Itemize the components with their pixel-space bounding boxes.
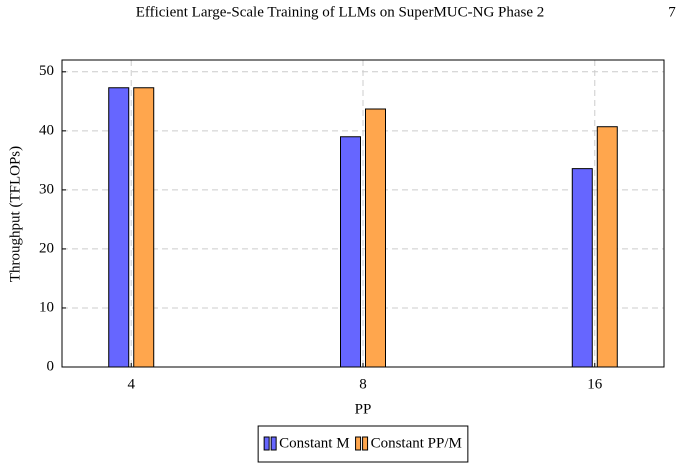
bar xyxy=(365,108,386,368)
legend-item: Constant PP/M xyxy=(355,435,462,451)
legend-swatch xyxy=(362,436,369,451)
legend-item: Constant M xyxy=(263,435,350,451)
legend-swatch xyxy=(270,436,277,451)
y-tick-label: 10 xyxy=(39,299,54,315)
bar xyxy=(133,87,155,368)
legend-swatch xyxy=(355,436,362,451)
bar xyxy=(340,136,361,368)
page-number: 7 xyxy=(668,4,676,20)
bar xyxy=(596,126,618,368)
plot-frame xyxy=(61,59,665,368)
y-tick-label: 0 xyxy=(47,358,55,374)
x-tick-label: 8 xyxy=(359,376,367,392)
running-title: Efficient Large-Scale Training of LLMs o… xyxy=(136,4,545,20)
legend: Constant M Constant PP/M xyxy=(257,425,469,463)
y-tick-label: 30 xyxy=(39,181,54,197)
x-axis-label: PP xyxy=(355,401,372,417)
x-tick-label: 16 xyxy=(587,376,603,392)
y-tick-label: 40 xyxy=(39,122,54,138)
legend-label: Constant PP/M xyxy=(371,435,462,451)
legend-swatch xyxy=(263,436,270,451)
legend-label: Constant M xyxy=(279,435,349,451)
x-tick-label: 4 xyxy=(127,376,135,392)
y-tick-label: 50 xyxy=(39,63,54,79)
y-axis-label: Throughput (TFLOPs) xyxy=(7,146,23,282)
y-tick-label: 20 xyxy=(39,240,54,256)
bar xyxy=(108,87,130,368)
bar xyxy=(571,168,593,368)
